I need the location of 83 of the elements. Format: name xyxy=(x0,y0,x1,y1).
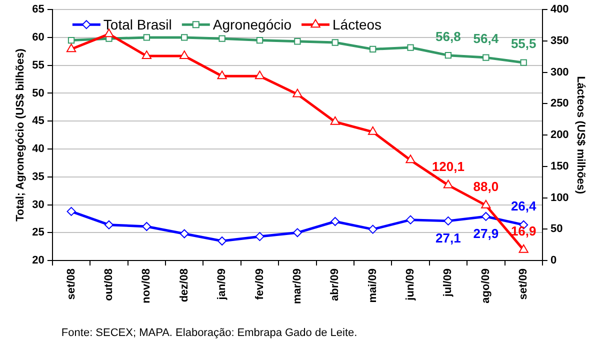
point xyxy=(255,232,264,242)
source-note: Fonte: SECEX; MAPA. Elaboração: Embrapa Gado de Leite. xyxy=(61,327,358,339)
point xyxy=(407,44,414,51)
y2-tick-label: 100 xyxy=(550,192,569,204)
point xyxy=(66,44,76,52)
y-tick-label: 40 xyxy=(32,143,44,156)
y-tick-label: 20 xyxy=(32,254,44,267)
y2-tick-label: 400 xyxy=(550,4,569,16)
y2-tick-label: 150 xyxy=(550,160,569,172)
point xyxy=(406,215,416,224)
y2-tick-label: 250 xyxy=(550,98,569,110)
x-tick-label: jun/09 xyxy=(404,268,417,302)
point xyxy=(294,38,301,45)
point xyxy=(292,88,302,98)
x-tick-label: out/08 xyxy=(103,268,116,301)
data-label: 27,9 xyxy=(473,226,499,242)
point xyxy=(370,46,376,53)
x-tick-label: abr/09 xyxy=(329,268,342,301)
data-label: 26,4 xyxy=(510,198,538,214)
point xyxy=(66,206,76,216)
data-label: 88,0 xyxy=(473,178,499,194)
y-tick-label: 30 xyxy=(32,198,44,211)
point xyxy=(256,36,264,44)
point xyxy=(482,54,490,61)
y2-tick-label: 0 xyxy=(550,254,557,267)
x-tick-label: dez/08 xyxy=(178,268,190,302)
data-label: 27,1 xyxy=(436,230,461,246)
data-label: 56,8 xyxy=(436,28,461,44)
y2-tick-label: 200 xyxy=(550,129,569,142)
legend-label: Total Brasil xyxy=(103,16,172,32)
point xyxy=(481,200,491,208)
y2-tick-label: 350 xyxy=(550,34,569,47)
x-tick-label: mai/09 xyxy=(366,268,379,303)
x-tick-label: fev/09 xyxy=(254,268,266,300)
y-tick-label: 50 xyxy=(32,87,44,100)
point xyxy=(520,59,527,66)
data-label: 56,4 xyxy=(473,31,500,46)
x-tick-label: mar/09 xyxy=(291,268,304,304)
x-tick-label: set/09 xyxy=(518,268,530,300)
point xyxy=(518,244,528,253)
y-axis-title: Total; Agronegócio (US$ bilhões) xyxy=(14,48,27,222)
point xyxy=(218,236,227,246)
point xyxy=(481,212,490,221)
y-tick-label: 45 xyxy=(32,115,44,128)
y-tick-label: 55 xyxy=(32,59,44,72)
point xyxy=(368,224,378,234)
y-tick-label: 65 xyxy=(32,4,44,16)
point xyxy=(218,35,226,42)
point xyxy=(68,36,75,44)
point xyxy=(332,39,338,46)
x-tick-label: ago/09 xyxy=(480,268,492,304)
y-tick-label: 35 xyxy=(32,170,44,183)
y-tick-label: 60 xyxy=(32,32,44,44)
point xyxy=(180,229,189,238)
y2-axis-title: Lácteos (US$ milhões) xyxy=(574,76,586,194)
point xyxy=(180,50,190,60)
data-label: 55,5 xyxy=(510,36,536,52)
point xyxy=(444,52,452,59)
x-tick-label: jan/09 xyxy=(216,268,228,301)
x-tick-label: nov/08 xyxy=(140,268,153,304)
point xyxy=(368,126,378,135)
point xyxy=(104,220,114,230)
point xyxy=(217,70,227,80)
y2-tick-label: 50 xyxy=(550,223,563,236)
point xyxy=(254,70,265,80)
legend-label: Agronegócio xyxy=(212,16,292,32)
data-label: 16,9 xyxy=(510,224,536,239)
point xyxy=(444,216,453,226)
point xyxy=(330,116,340,125)
y2-tick-label: 300 xyxy=(550,66,569,78)
point xyxy=(406,154,416,164)
y-tick-label: 25 xyxy=(32,226,44,239)
point xyxy=(181,34,188,41)
legend-label: Lácteos xyxy=(332,16,382,32)
point xyxy=(143,34,150,41)
x-tick-label: set/08 xyxy=(65,268,78,300)
point xyxy=(443,180,454,188)
point xyxy=(330,216,340,226)
data-label: 120,1 xyxy=(432,158,464,174)
point xyxy=(292,228,302,238)
point xyxy=(142,50,152,60)
point xyxy=(142,222,152,232)
x-tick-label: jul/09 xyxy=(442,268,454,298)
